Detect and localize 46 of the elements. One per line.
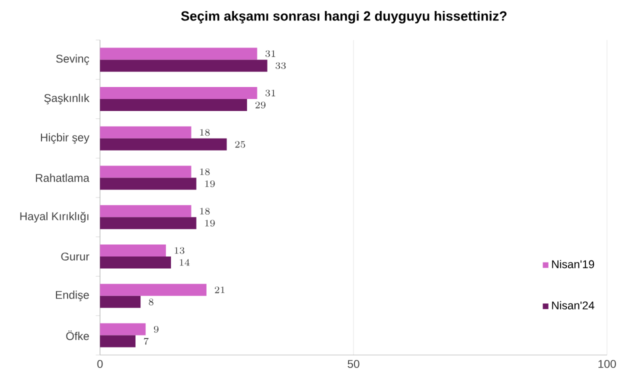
data-label: 19 xyxy=(205,180,215,188)
data-label: 33 xyxy=(276,62,286,70)
y-tick-label: Gurur xyxy=(61,252,90,261)
chart-title: Seçim akşamı sonrası hangi 2 duyguyu hissettiniz? xyxy=(181,10,506,24)
legend-label: Nisan'24 xyxy=(552,301,594,310)
bar xyxy=(100,126,192,138)
legend-label: Nisan'19 xyxy=(552,260,594,268)
y-tick-label: Rahatlama xyxy=(36,174,90,182)
x-tick-label: 50 xyxy=(348,360,360,368)
data-label: 14 xyxy=(180,259,190,266)
x-tick-label: 0 xyxy=(97,360,103,368)
bar xyxy=(100,335,136,348)
bar xyxy=(100,323,146,336)
y-tick-label: Hayal Kırıklığı xyxy=(20,212,88,222)
data-label: 31 xyxy=(265,90,276,96)
data-label: 18 xyxy=(200,208,210,215)
bar xyxy=(100,48,258,60)
data-label: 21 xyxy=(214,286,225,294)
x-tick-label: 100 xyxy=(598,360,616,368)
data-label: 9 xyxy=(154,326,158,333)
bar xyxy=(100,284,206,296)
y-tick-label: Öfke xyxy=(66,330,89,340)
bar xyxy=(100,99,248,112)
data-label: 8 xyxy=(148,298,154,306)
bar xyxy=(100,178,196,190)
data-label: 18 xyxy=(200,129,210,136)
y-tick-label: Endişe xyxy=(56,290,89,302)
bar xyxy=(100,256,171,269)
y-tick-label: Şaşkınlık xyxy=(44,94,90,104)
bar xyxy=(100,138,227,150)
bar xyxy=(100,166,192,178)
bar xyxy=(100,87,258,100)
bar xyxy=(100,217,196,230)
data-label: 29 xyxy=(255,102,266,108)
data-label: 25 xyxy=(235,141,246,148)
bar xyxy=(100,244,166,257)
data-label: 19 xyxy=(205,220,215,227)
y-tick-label: Sevinç xyxy=(56,54,90,65)
data-label: 7 xyxy=(144,338,149,345)
y-tick-label: Hiçbir şey xyxy=(40,133,90,144)
bar xyxy=(100,205,192,218)
bar xyxy=(100,60,268,72)
data-label: 18 xyxy=(200,168,210,176)
bar xyxy=(100,296,141,308)
data-label: 31 xyxy=(265,50,276,58)
data-label: 13 xyxy=(174,247,184,254)
